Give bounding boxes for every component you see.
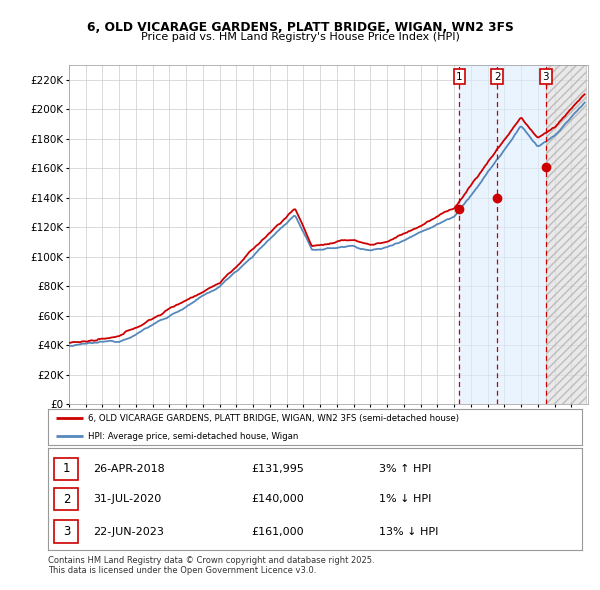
Text: 31-JUL-2020: 31-JUL-2020 <box>94 494 161 504</box>
Text: 6, OLD VICARAGE GARDENS, PLATT BRIDGE, WIGAN, WN2 3FS: 6, OLD VICARAGE GARDENS, PLATT BRIDGE, W… <box>86 21 514 34</box>
Text: 1: 1 <box>62 462 70 475</box>
Text: 26-APR-2018: 26-APR-2018 <box>94 464 165 474</box>
Text: 1% ↓ HPI: 1% ↓ HPI <box>379 494 431 504</box>
Text: £161,000: £161,000 <box>251 527 304 537</box>
Bar <box>460 65 545 404</box>
FancyBboxPatch shape <box>55 520 79 543</box>
Text: 13% ↓ HPI: 13% ↓ HPI <box>379 527 439 537</box>
Text: 2: 2 <box>494 72 500 81</box>
Text: 3% ↑ HPI: 3% ↑ HPI <box>379 464 431 474</box>
Text: 3: 3 <box>542 72 549 81</box>
Text: Contains HM Land Registry data © Crown copyright and database right 2025.
This d: Contains HM Land Registry data © Crown c… <box>48 556 374 575</box>
Text: Price paid vs. HM Land Registry's House Price Index (HPI): Price paid vs. HM Land Registry's House … <box>140 32 460 42</box>
Text: HPI: Average price, semi-detached house, Wigan: HPI: Average price, semi-detached house,… <box>88 432 298 441</box>
FancyBboxPatch shape <box>55 488 79 510</box>
Text: £131,995: £131,995 <box>251 464 304 474</box>
Text: 22-JUN-2023: 22-JUN-2023 <box>94 527 164 537</box>
Text: 1: 1 <box>456 72 463 81</box>
Text: 2: 2 <box>62 493 70 506</box>
Polygon shape <box>545 65 586 404</box>
Text: 3: 3 <box>63 525 70 538</box>
FancyBboxPatch shape <box>55 457 79 480</box>
Text: 6, OLD VICARAGE GARDENS, PLATT BRIDGE, WIGAN, WN2 3FS (semi-detached house): 6, OLD VICARAGE GARDENS, PLATT BRIDGE, W… <box>88 414 459 422</box>
Text: £140,000: £140,000 <box>251 494 304 504</box>
